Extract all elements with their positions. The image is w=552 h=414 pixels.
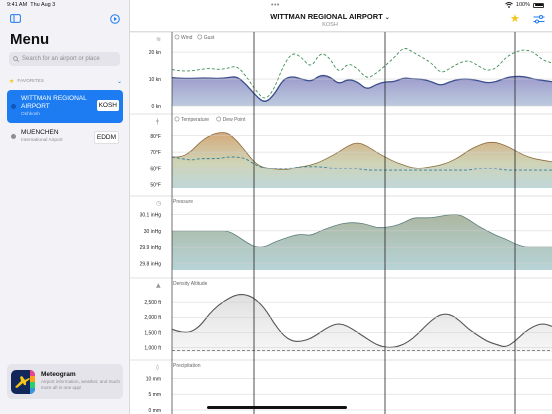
header: ••• WITTMAN REGIONAL AIRPORT ⌄ KOSH ★	[130, 0, 552, 32]
y-tick-label: 60°F	[150, 166, 161, 172]
favorite-item-code: EDDM	[93, 131, 119, 144]
temperature-area	[172, 132, 552, 188]
y-tick-label: 70°F	[150, 150, 161, 156]
chevron-down-icon[interactable]: ⌄	[116, 79, 122, 85]
y-tick-label: 0 kn	[152, 104, 162, 110]
legend-label: Temperature	[181, 117, 209, 123]
favorite-item-name: WITTMAN REGIONAL AIRPORT	[21, 95, 87, 110]
legend-toggle[interactable]	[197, 34, 203, 40]
search-field[interactable]: Search for an airport or place	[9, 52, 120, 66]
sidebar: Menu Search for an airport or place ★ FA…	[0, 0, 130, 414]
legend-label: Gust	[204, 35, 215, 41]
wind-area	[172, 75, 552, 106]
airport-code: KOSH	[322, 22, 338, 28]
chevron-down-icon: ⌄	[384, 15, 390, 21]
wind-line	[171, 74, 552, 102]
favorite-star-icon[interactable]: ★	[510, 13, 520, 25]
y-tick-label: 1,500 ft	[144, 330, 161, 336]
wind-icon: ≋	[156, 36, 161, 43]
density-altitude-area	[172, 294, 552, 352]
favorite-item-subtitle: Oshkosh	[21, 112, 40, 117]
y-tick-label: 30.1 inHg	[140, 213, 162, 219]
y-tick-label: 2,000 ft	[144, 315, 161, 321]
y-tick-label: 1,000 ft	[144, 345, 161, 351]
main-content: ••• WITTMAN REGIONAL AIRPORT ⌄ KOSH ★ ≋ 20…	[130, 0, 552, 414]
panel-precipitation: ◊ 10 mm 5 mm 0 mm Precipitation	[130, 359, 552, 414]
panel-density-altitude: ▲ 2,500 ft 2,000 ft 1,500 ft 1,000 ft Density…	[130, 277, 552, 352]
y-tick-label: 0 mm	[149, 408, 162, 414]
home-indicator	[207, 406, 347, 409]
panel-title: Precipitation	[173, 363, 201, 369]
y-tick-label: 29.8 inHg	[140, 261, 162, 267]
y-tick-label: 20 kn	[149, 50, 161, 56]
y-tick-label: 2,500 ft	[144, 300, 161, 306]
y-tick-label: 80°F	[150, 134, 161, 140]
favorite-item-name: MUENCHEN	[21, 129, 59, 136]
play-circle-icon[interactable]	[110, 14, 120, 24]
legend-label: Wind	[181, 35, 193, 41]
favorites-label: FAVORITES	[17, 79, 44, 84]
meteogram-promo[interactable]: Meteogram Airport information, weather, …	[7, 364, 123, 399]
filter-icon[interactable]	[533, 15, 545, 24]
airport-title[interactable]: WITTMAN REGIONAL AIRPORT ⌄	[270, 12, 390, 21]
density-altitude-line	[171, 293, 552, 349]
drop-icon: ◊	[156, 364, 159, 371]
legend-label: Dew Point	[223, 117, 246, 123]
legend-toggle[interactable]	[216, 116, 222, 122]
meteogram-app-icon	[11, 370, 35, 394]
favorite-item-subtitle: International Airport	[21, 138, 63, 143]
search-placeholder: Search for an airport or place	[22, 56, 100, 62]
panel-title: Density Altitude	[173, 281, 208, 287]
y-tick-label: 5 mm	[149, 392, 162, 398]
promo-description: Airport information, weather, and much m…	[41, 379, 120, 390]
gust-line	[171, 48, 552, 99]
battery-icon	[533, 2, 544, 8]
sidebar-toggle-icon[interactable]	[10, 14, 21, 23]
favorite-item-eddm[interactable]: MUENCHEN International Airport EDDM	[7, 125, 123, 148]
location-dot-icon	[11, 134, 16, 139]
promo-title: Meteogram	[41, 371, 76, 378]
mountain-icon: ▲	[156, 282, 161, 289]
temperature-line	[171, 132, 552, 171]
favorite-item-code: KOSH	[96, 100, 119, 111]
favorite-item-kosh[interactable]: WITTMAN REGIONAL AIRPORT Oshkosh KOSH	[7, 90, 123, 123]
status-time: 9:41 AM Thu Aug 3	[7, 2, 56, 8]
menu-title: Menu	[10, 31, 50, 48]
pressure-area	[172, 214, 552, 270]
status-icons: 100%	[505, 2, 544, 8]
favorites-header[interactable]: ★ FAVORITES ⌄	[9, 78, 122, 85]
panel-title: Pressure	[173, 199, 193, 205]
y-tick-label: 29.9 inHg	[140, 245, 162, 251]
y-tick-label: 50°F	[150, 183, 161, 189]
thermometer-icon: ǂ	[156, 118, 159, 125]
panel-temperature: ǂ 80°F 70°F 60°F 50°F Temperature Dew Point	[130, 113, 552, 189]
y-tick-label: 10 mm	[146, 376, 161, 382]
meteogram-charts[interactable]: ≋ 20 kn 10 kn 0 kn Wind Gust ǂ 80°F 70°F 60°F 50°F…	[130, 32, 552, 414]
wifi-icon	[505, 2, 513, 8]
gauge-icon: ◷	[156, 200, 161, 207]
y-tick-label: 10 kn	[149, 77, 161, 83]
multitask-dots-icon[interactable]: •••	[271, 2, 280, 9]
location-dot-icon	[11, 104, 16, 109]
battery-percent: 100%	[515, 2, 530, 8]
panel-wind: ≋ 20 kn 10 kn 0 kn Wind Gust	[130, 32, 552, 110]
legend-toggle[interactable]	[174, 34, 180, 40]
legend-toggle[interactable]	[174, 116, 180, 122]
pressure-line	[172, 214, 552, 248]
panel-pressure: ◷ 30.1 inHg 30 inHg 29.9 inHg 29.8 inHg Press…	[130, 195, 552, 270]
search-icon	[13, 56, 19, 62]
y-tick-label: 30 inHg	[144, 229, 161, 235]
star-icon: ★	[9, 79, 15, 85]
status-bar: 9:41 AM Thu Aug 3 100%	[0, 0, 552, 10]
